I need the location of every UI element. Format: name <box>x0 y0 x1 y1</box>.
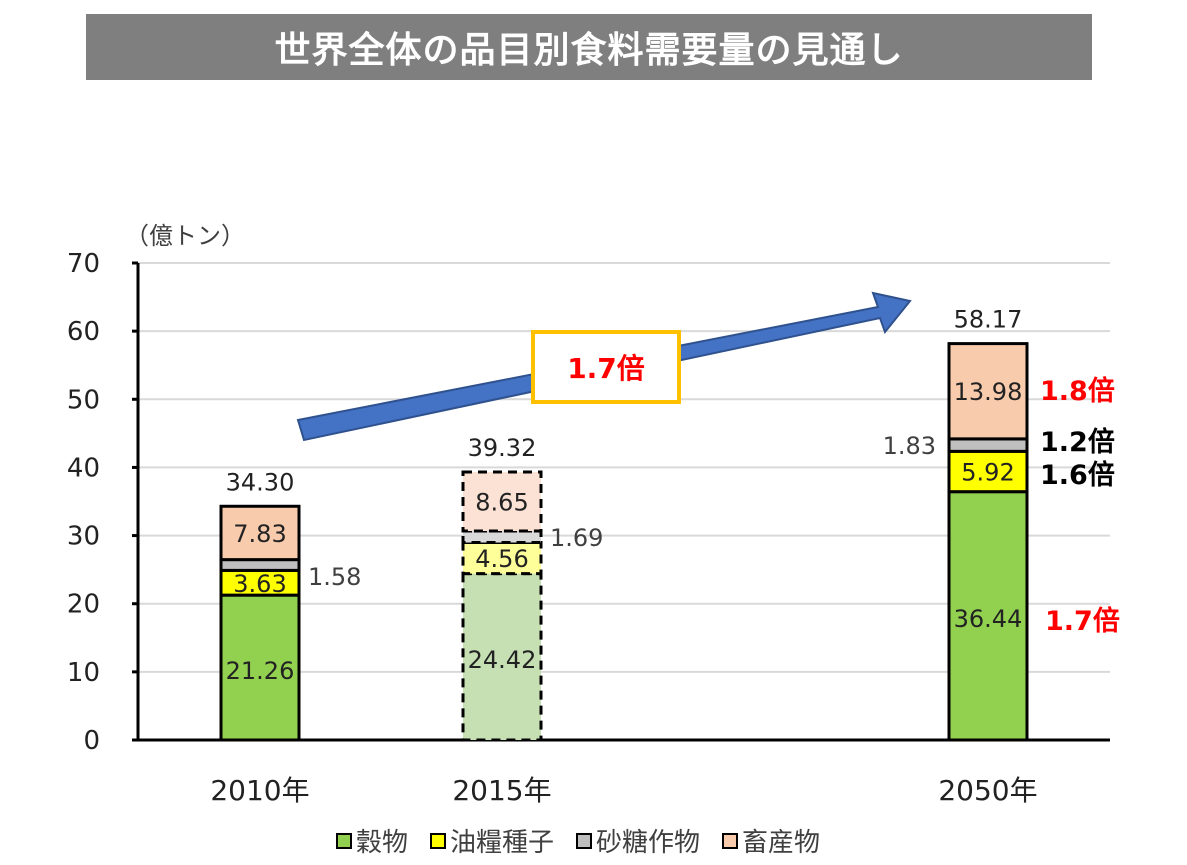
data-label: 4.56 <box>475 545 528 573</box>
growth-ratio-label: 1.8倍 <box>1040 375 1115 407</box>
data-label: 36.44 <box>954 605 1023 633</box>
legend-swatch-grain <box>336 832 352 849</box>
legend-swatch-oilseed <box>430 832 447 849</box>
growth-ratio-label: 1.6倍 <box>1040 459 1115 491</box>
data-label: 24.42 <box>468 646 537 674</box>
data-label: 1.69 <box>550 524 603 552</box>
legend-swatch-livestock <box>722 832 739 849</box>
legend-label-oilseed: 油糧種子 <box>450 828 555 858</box>
bar-segment <box>219 568 301 597</box>
y-tick-label: 50 <box>67 385 100 415</box>
y-tick-label: 0 <box>83 726 100 756</box>
data-label: 1.58 <box>308 563 361 591</box>
legend-item-oilseed: 油糧種子 <box>430 822 554 859</box>
total-label: 39.32 <box>468 434 537 462</box>
x-tick-label: 2015年 <box>452 774 551 807</box>
legend-label-sugar: 砂糖作物 <box>596 828 701 858</box>
bar-segment <box>461 470 543 533</box>
bar-segment <box>461 529 543 545</box>
bar-segment <box>947 490 1029 742</box>
y-axis-unit-label: （億トン） <box>125 222 245 250</box>
y-tick-label: 60 <box>67 317 100 347</box>
chart-title: 世界全体の品目別食料需要量の見通し <box>86 14 1092 80</box>
data-label: 1.83 <box>883 432 936 460</box>
x-tick-label: 2050年 <box>938 774 1037 807</box>
legend-item-grain: 穀物 <box>336 822 408 859</box>
legend-label-grain: 穀物 <box>356 828 409 858</box>
data-label: 8.65 <box>475 489 528 517</box>
growth-ratio-label: 1.2倍 <box>1040 426 1115 458</box>
total-label: 34.30 <box>226 468 295 496</box>
growth-callout-box <box>531 330 681 404</box>
y-tick-label: 70 <box>67 249 100 279</box>
bar-segment <box>219 593 301 742</box>
y-tick-label: 10 <box>67 658 100 688</box>
growth-ratio-label: 1.7倍 <box>1045 605 1120 637</box>
bar-segment <box>461 572 543 742</box>
legend-item-livestock: 畜産物 <box>722 822 820 859</box>
data-label: 13.98 <box>954 378 1023 406</box>
legend-label-livestock: 畜産物 <box>742 828 821 858</box>
bar-segment <box>219 504 301 562</box>
bar-segment <box>947 342 1029 441</box>
bar-segment <box>947 437 1029 453</box>
data-label: 7.83 <box>233 520 286 548</box>
legend-swatch-sugar <box>576 832 593 849</box>
x-tick-label: 2010年 <box>210 774 309 807</box>
data-label: 5.92 <box>961 459 1014 487</box>
legend: 穀物 油糧種子 砂糖作物 畜産物 <box>336 822 820 859</box>
data-label: 3.63 <box>233 570 286 598</box>
data-label: 21.26 <box>226 657 295 685</box>
total-label: 58.17 <box>954 306 1023 334</box>
y-tick-label: 30 <box>67 522 100 552</box>
y-tick-label: 40 <box>67 453 100 483</box>
y-tick-label: 20 <box>67 590 100 620</box>
growth-callout-label: 1.7倍 <box>567 352 645 385</box>
legend-item-sugar: 砂糖作物 <box>576 822 700 859</box>
